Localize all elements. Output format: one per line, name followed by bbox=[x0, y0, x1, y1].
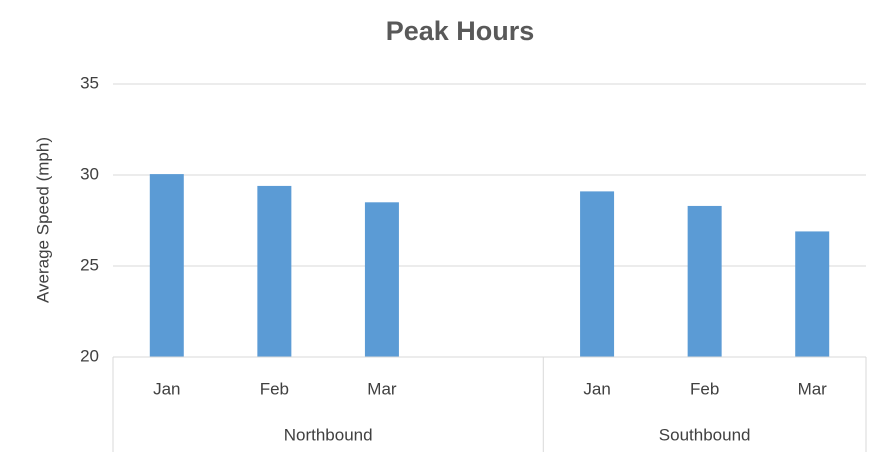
x-tick-label: Mar bbox=[798, 379, 828, 398]
bar bbox=[364, 202, 399, 357]
x-tick-label: Jan bbox=[153, 379, 180, 398]
x-tick-label: Feb bbox=[690, 379, 719, 398]
x-tick-label: Feb bbox=[260, 379, 289, 398]
y-tick-label: 20 bbox=[80, 346, 99, 365]
bar bbox=[149, 174, 184, 357]
bar bbox=[580, 191, 615, 357]
y-tick-label: 30 bbox=[80, 164, 99, 183]
group-label: Southbound bbox=[659, 425, 751, 444]
y-tick-label: 35 bbox=[80, 73, 99, 92]
group-label: Northbound bbox=[284, 425, 373, 444]
bar bbox=[257, 185, 292, 357]
chart-title: Peak Hours bbox=[386, 16, 535, 46]
y-axis-label: Average Speed (mph) bbox=[33, 137, 52, 303]
x-tick-label: Jan bbox=[583, 379, 610, 398]
x-tick-label: Mar bbox=[367, 379, 397, 398]
y-tick-label: 25 bbox=[80, 255, 99, 274]
bar bbox=[795, 231, 830, 357]
bar bbox=[687, 205, 722, 357]
